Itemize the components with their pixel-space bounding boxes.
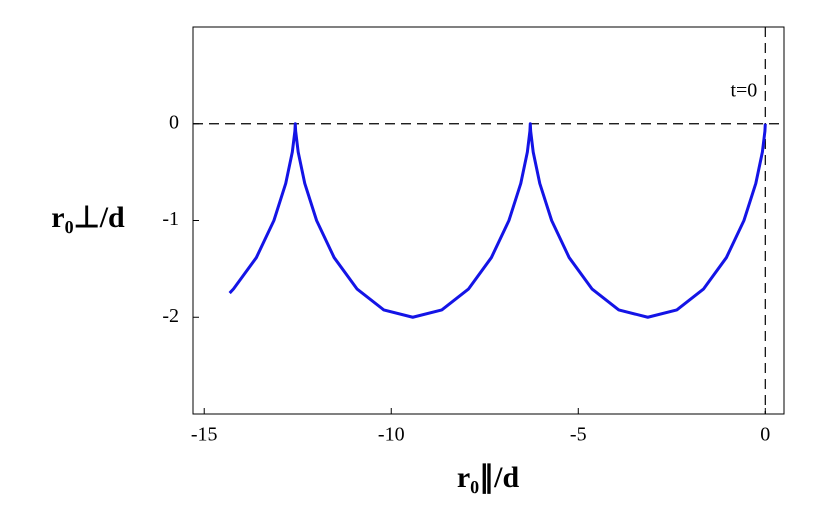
y-tick-label: 0 <box>169 111 179 133</box>
plot-frame <box>192 26 785 415</box>
x-tick-label: -10 <box>378 424 405 446</box>
curve <box>228 122 767 319</box>
y-axis-label: r₀⊥/d <box>51 201 125 234</box>
y-tick-label: -2 <box>162 305 179 327</box>
x-tick-label: -5 <box>570 424 587 446</box>
x-axis-label: r₀∥/d <box>457 461 520 494</box>
annotation: t=0 <box>730 79 757 101</box>
x-tick-label: 0 <box>760 424 770 446</box>
x-tick-label: -15 <box>191 424 218 446</box>
y-tick-label: -1 <box>162 208 179 230</box>
